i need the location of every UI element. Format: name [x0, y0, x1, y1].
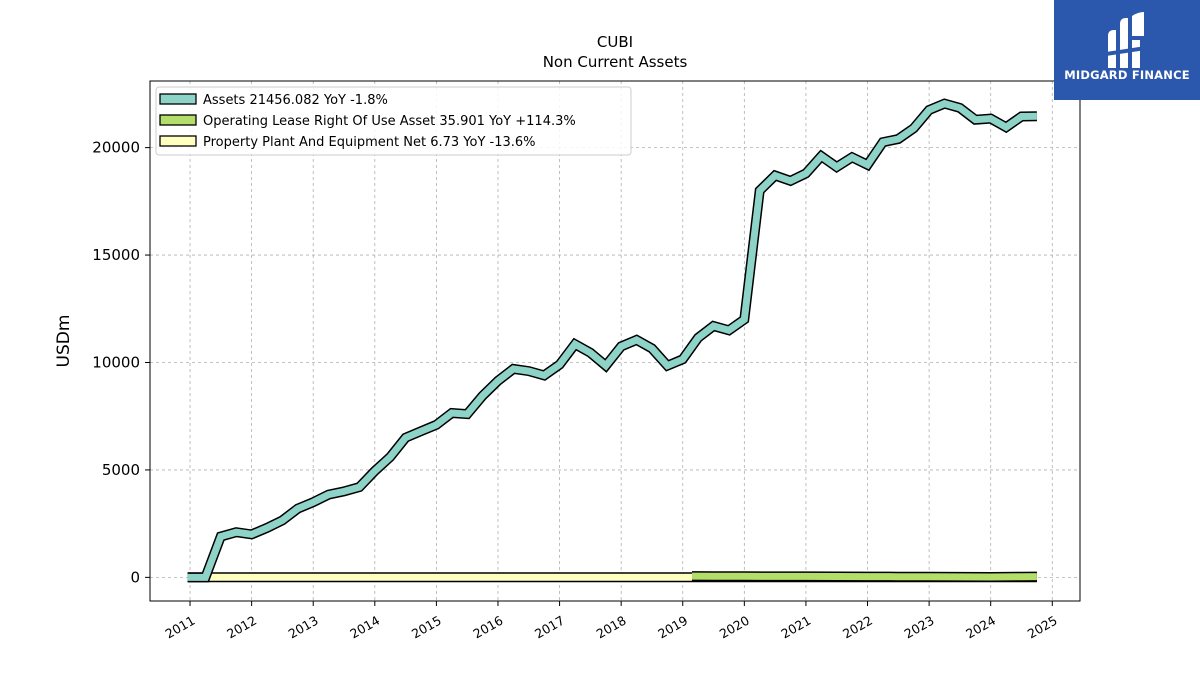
- y-tick-label: 10000: [92, 353, 140, 371]
- x-tick-label: 2020: [717, 613, 752, 642]
- y-axis-label: USDm: [54, 315, 74, 368]
- x-tick-label: 2013: [286, 613, 321, 642]
- chart-subtitle: Non Current Assets: [543, 53, 688, 71]
- legend-swatch: [159, 114, 197, 126]
- x-tick-label: 2022: [840, 613, 875, 642]
- x-tick-label: 2015: [409, 613, 444, 642]
- x-tick-label: 2024: [963, 613, 998, 642]
- x-tick-label: 2021: [778, 613, 813, 642]
- x-tick-label: 2012: [224, 613, 259, 642]
- y-tick-label: 20000: [92, 139, 140, 157]
- x-tick-label: 2018: [594, 613, 629, 642]
- series-line: [691, 572, 1037, 581]
- legend-label: Operating Lease Right Of Use Asset 35.90…: [203, 114, 576, 129]
- chart-title: CUBI: [597, 33, 633, 51]
- legend-swatch: [159, 93, 197, 105]
- y-tick-label: 15000: [92, 246, 140, 264]
- series-line: [187, 99, 1037, 581]
- grid: [150, 81, 1080, 601]
- brand-logo: MIDGARD FINANCE: [1054, 0, 1200, 100]
- y-tick-label: 5000: [102, 461, 140, 479]
- x-tick-label: 2014: [347, 613, 382, 642]
- midgard-logo-icon: [1106, 12, 1146, 68]
- plot-frame: [149, 80, 1081, 602]
- x-tick-label: 2016: [470, 613, 505, 642]
- legend-box: [155, 86, 632, 156]
- legend-swatch: [159, 135, 197, 147]
- series-line-outline: [187, 98, 1037, 583]
- brand-name: MIDGARD FINANCE: [1064, 68, 1190, 82]
- series-layer: [187, 98, 1037, 583]
- y-tick-label: 0: [130, 568, 140, 586]
- legend-label: Assets 21456.082 YoY -1.8%: [203, 93, 388, 108]
- x-tick-label: 2023: [902, 613, 937, 642]
- legend-label: Property Plant And Equipment Net 6.73 Yo…: [203, 135, 536, 150]
- x-tick-label: 2017: [532, 613, 567, 642]
- axis-ticks: 2011 2012 2013 2014 2015 2016 2017 2018 2019 2020…: [92, 139, 1060, 642]
- x-tick-label: 2025: [1025, 613, 1060, 642]
- legend: Assets 21456.082 YoY -1.8% Operating Leas…: [155, 86, 632, 156]
- x-tick-label: 2011: [162, 613, 197, 642]
- x-tick-label: 2019: [655, 613, 690, 642]
